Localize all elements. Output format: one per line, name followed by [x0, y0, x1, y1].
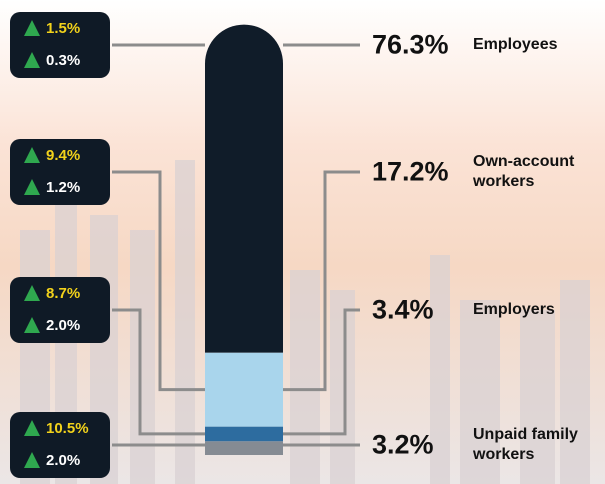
change-primary: 8.7%: [46, 285, 81, 302]
change-secondary: 2.0%: [46, 317, 81, 334]
bar-segment: [205, 352, 283, 427]
change-badge: 8.7% 2.0%: [10, 277, 110, 343]
connector: [112, 308, 205, 436]
value-label: 17.2%: [372, 156, 449, 187]
up-arrow: [24, 179, 40, 195]
up-arrow: [24, 285, 40, 301]
city-skyline: [20, 160, 590, 484]
change-badge: 10.5% 2.0%: [10, 412, 110, 478]
connector: [283, 308, 360, 436]
change-primary: 10.5%: [46, 420, 89, 437]
bar-segment: [205, 24, 283, 353]
value-label: 3.2%: [372, 429, 434, 460]
up-arrow: [24, 20, 40, 36]
up-arrow: [24, 147, 40, 163]
up-arrow: [24, 52, 40, 68]
category-label: Unpaid family workers: [473, 426, 578, 463]
change-secondary: 2.0%: [46, 452, 81, 469]
change-primary: 9.4%: [46, 147, 81, 164]
change-badge: 9.4% 1.2%: [10, 139, 110, 205]
connector: [283, 170, 360, 392]
connector: [112, 170, 205, 392]
up-arrow: [24, 452, 40, 468]
bar-segment: [205, 441, 283, 455]
category-label: Own-account workers: [473, 153, 575, 190]
category-label: Employers: [473, 301, 555, 318]
category-label: Employees: [473, 36, 558, 53]
change-secondary: 0.3%: [46, 52, 81, 69]
up-arrow: [24, 420, 40, 436]
change-badge: 1.5% 0.3%: [10, 12, 110, 78]
bar-segment: [205, 426, 283, 442]
change-primary: 1.5%: [46, 20, 81, 37]
up-arrow: [24, 317, 40, 333]
change-secondary: 1.2%: [46, 179, 81, 196]
value-label: 76.3%: [372, 29, 449, 60]
value-label: 3.4%: [372, 294, 434, 325]
